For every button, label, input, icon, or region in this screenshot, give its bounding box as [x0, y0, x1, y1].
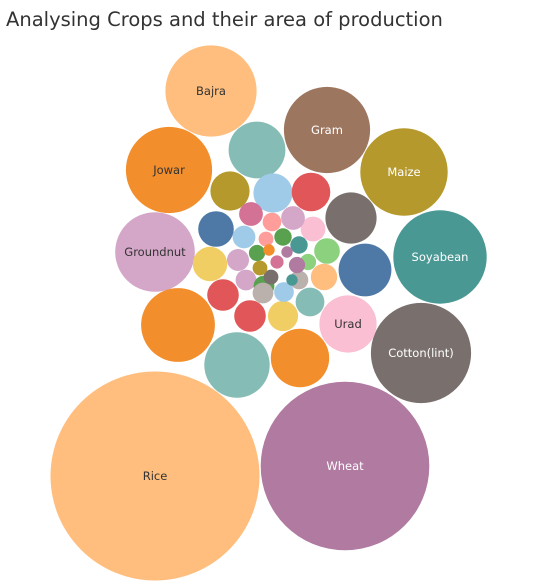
- bubble-item-43[interactable]: [258, 231, 274, 247]
- bubble-item-15[interactable]: [338, 243, 392, 297]
- bubble-item-31[interactable]: [227, 249, 249, 271]
- bubble-groundnut[interactable]: [115, 212, 195, 292]
- bubble-label: Rice: [143, 469, 168, 483]
- bubble-item-27[interactable]: [300, 216, 326, 242]
- bubble-label: Bajra: [196, 84, 226, 98]
- bubble-item-29[interactable]: [281, 206, 305, 230]
- bubble-jowar[interactable]: [125, 126, 213, 214]
- bubble-urad[interactable]: [319, 295, 377, 353]
- bubble-item-36[interactable]: [262, 212, 282, 232]
- bubble-item-11[interactable]: [204, 332, 270, 398]
- bubble-item-25[interactable]: [310, 263, 338, 291]
- bubble-wheat[interactable]: [260, 381, 430, 551]
- bubble-item-38[interactable]: [274, 228, 292, 246]
- bubble-label: Maize: [387, 165, 420, 179]
- bubble-label: Jowar: [152, 163, 185, 177]
- bubble-item-46[interactable]: [270, 255, 284, 269]
- bubble-label: Soyabean: [412, 250, 469, 264]
- bubble-item-49[interactable]: [286, 274, 298, 286]
- bubble-item-30[interactable]: [232, 225, 256, 249]
- chart-title: Analysing Crops and their area of produc…: [6, 8, 443, 31]
- bubble-label: Groundnut: [124, 245, 186, 259]
- bubble-item-28[interactable]: [239, 202, 263, 226]
- bubble-item-20[interactable]: [192, 246, 228, 282]
- bubble-item-22[interactable]: [234, 300, 266, 332]
- bubble-maize[interactable]: [360, 128, 448, 216]
- bubble-item-12[interactable]: [270, 328, 330, 388]
- bubble-item-19[interactable]: [198, 211, 234, 247]
- bubble-label: Urad: [334, 317, 362, 331]
- bubble-item-17[interactable]: [253, 173, 293, 213]
- bubble-item-23[interactable]: [267, 300, 299, 332]
- bubble-label: Gram: [311, 123, 343, 137]
- bubble-item-44[interactable]: [263, 269, 279, 285]
- bubble-item-21[interactable]: [207, 279, 239, 311]
- bubble-item-48[interactable]: [281, 246, 293, 258]
- bubble-item-13[interactable]: [228, 121, 286, 179]
- bubble-item-35[interactable]: [274, 282, 294, 302]
- bubble-item-18[interactable]: [291, 172, 331, 212]
- bubble-item-26[interactable]: [314, 238, 340, 264]
- bubble-rice[interactable]: [50, 371, 260, 581]
- bubble-item-45[interactable]: [252, 260, 268, 276]
- bubble-label: Wheat: [326, 459, 364, 473]
- bubble-item-40[interactable]: [248, 244, 266, 262]
- bubble-bajra[interactable]: [165, 45, 257, 137]
- bubble-item-47[interactable]: [263, 244, 275, 256]
- bubble-item-24[interactable]: [295, 287, 325, 317]
- bubble-label: Cotton(lint): [388, 346, 454, 360]
- bubble-item-42[interactable]: [288, 256, 306, 274]
- bubble-item-34[interactable]: [252, 282, 274, 304]
- bubble-soyabean[interactable]: [393, 210, 487, 304]
- bubble-item-32[interactable]: [235, 269, 257, 291]
- bubble-gram[interactable]: [283, 86, 371, 174]
- bubble-cotton-lint[interactable]: [370, 302, 472, 404]
- bubble-item-14[interactable]: [325, 192, 377, 244]
- bubble-item-10[interactable]: [141, 288, 215, 362]
- bubble-item-39[interactable]: [290, 236, 308, 254]
- bubble-item-16[interactable]: [210, 171, 250, 211]
